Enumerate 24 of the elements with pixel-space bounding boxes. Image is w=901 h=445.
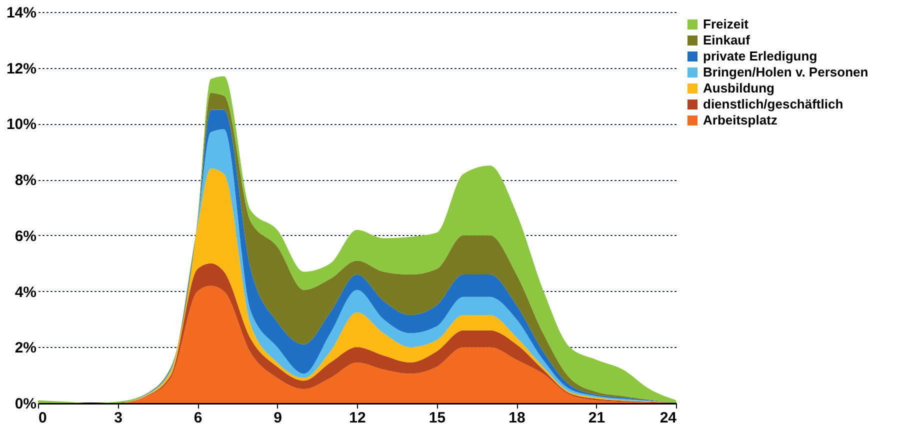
legend-label: Bringen/Holen v. Personen bbox=[703, 64, 868, 80]
y-tick-label: 4% bbox=[14, 284, 36, 301]
y-tick-label: 6% bbox=[14, 228, 36, 245]
x-tick-label: 21 bbox=[588, 410, 606, 426]
y-tick-label: 0% bbox=[14, 396, 36, 412]
y-tick-label: 2% bbox=[14, 340, 36, 357]
x-tick-label: 6 bbox=[194, 410, 202, 426]
legend-label: private Erledigung bbox=[703, 48, 818, 64]
x-tick-label: 12 bbox=[349, 410, 366, 426]
legend-label: Ausbildung bbox=[703, 80, 775, 96]
y-tick-label: 12% bbox=[6, 60, 36, 78]
legend-label: Einkauf bbox=[703, 32, 751, 48]
x-tick-label: 18 bbox=[508, 410, 526, 426]
x-tick-label: 9 bbox=[274, 410, 282, 426]
x-tick-label: 0 bbox=[38, 410, 47, 426]
legend-label: Freizeit bbox=[703, 16, 750, 32]
legend-label: dienstlich/geschäftlich bbox=[703, 96, 844, 112]
y-tick-label: 8% bbox=[14, 172, 36, 190]
x-tick-label: 3 bbox=[114, 410, 122, 426]
y-tick-label: 10% bbox=[6, 116, 36, 134]
x-tick-label: 24 bbox=[660, 410, 678, 426]
y-tick-label: 14% bbox=[6, 4, 36, 22]
x-tick-label: 15 bbox=[428, 410, 446, 426]
legend-label: Arbeitsplatz bbox=[703, 112, 778, 128]
